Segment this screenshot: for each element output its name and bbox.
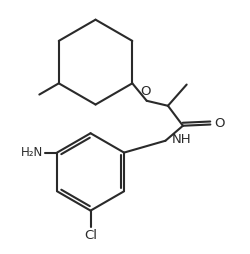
Text: O: O — [140, 85, 150, 98]
Text: H₂N: H₂N — [21, 146, 43, 159]
Text: NH: NH — [171, 133, 190, 146]
Text: O: O — [213, 117, 224, 130]
Text: Cl: Cl — [84, 229, 97, 242]
